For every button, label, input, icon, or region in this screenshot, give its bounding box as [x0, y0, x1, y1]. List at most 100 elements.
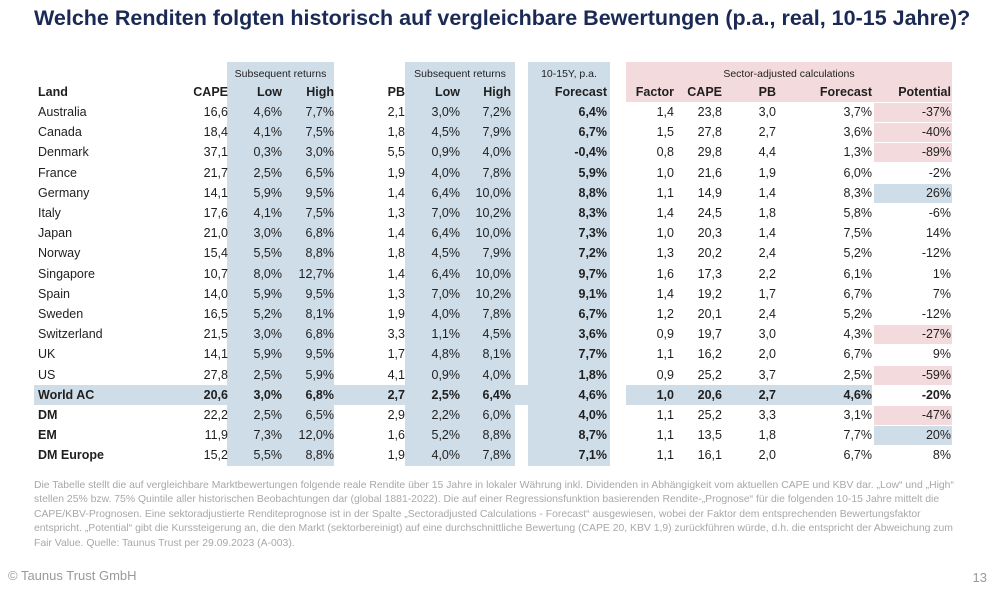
cell-cape: 14,0 — [203, 286, 228, 301]
cell-low2: 7,0% — [431, 206, 461, 220]
cell-pb: 3,3 — [387, 327, 405, 342]
cell-potential: 7% — [932, 286, 951, 301]
header-forecast: Forecast — [554, 85, 607, 99]
cell-forecast: 7,1% — [578, 448, 608, 463]
cell-potential: -47% — [921, 408, 951, 422]
cell-high2: 7,8% — [482, 307, 512, 321]
cell-cape2: 25,2 — [697, 367, 722, 382]
sector-adjusted-header-bg — [626, 62, 952, 102]
cell-low: 0,3% — [253, 145, 283, 160]
potential-highlight — [874, 325, 952, 345]
cell-forecast: 6,7% — [578, 307, 608, 321]
header-factor: Factor — [635, 85, 674, 99]
cell-high: 9,5% — [305, 185, 335, 200]
cell-low2: 0,9% — [431, 367, 461, 382]
cell-forecast: -0,4% — [574, 145, 607, 160]
cell-cape: 14,1 — [203, 185, 228, 200]
cell-pb: 1,3 — [387, 206, 405, 220]
cell-potential: 8% — [932, 448, 951, 463]
group-subsequent-returns-pb: Subsequent returns — [414, 68, 506, 80]
cell-low2: 2,5% — [431, 387, 461, 402]
cell-forecast: 9,7% — [578, 266, 608, 281]
cell-factor: 1,0 — [656, 387, 674, 402]
cell-high2: 10,2% — [475, 206, 511, 220]
cell-pb2: 2,4 — [758, 307, 776, 321]
cell-forecast2: 3,1% — [843, 408, 873, 422]
cell-cape2: 29,8 — [697, 145, 722, 160]
cell-pb2: 2,7 — [758, 387, 776, 402]
cell-low2: 6,4% — [431, 266, 461, 281]
cell-land: Switzerland — [38, 327, 103, 342]
header-low: Low — [257, 85, 282, 99]
cell-potential: -6% — [928, 206, 951, 220]
cell-forecast: 8,3% — [578, 206, 608, 220]
group-forecast-horizon: 10-15Y, p.a. — [541, 68, 597, 80]
cell-high2: 10,0% — [475, 185, 511, 200]
cell-cape2: 17,3 — [697, 266, 722, 281]
cell-high: 6,8% — [305, 327, 335, 342]
cell-land: US — [38, 367, 56, 382]
cell-factor: 1,4 — [656, 105, 674, 119]
cell-high: 5,9% — [305, 367, 335, 382]
cell-low: 7,3% — [253, 428, 283, 443]
cell-high: 6,8% — [305, 226, 335, 241]
header-land: Land — [38, 85, 68, 99]
cell-forecast2: 3,7% — [843, 105, 873, 119]
cell-potential: -59% — [921, 367, 951, 382]
cell-high2: 10,0% — [475, 226, 511, 241]
cell-pb: 1,4 — [387, 226, 405, 241]
cell-pb2: 2,2 — [758, 266, 776, 281]
copyright-footer: © Taunus Trust GmbH — [8, 568, 137, 583]
cell-forecast2: 4,3% — [843, 327, 873, 342]
cell-factor: 1,1 — [656, 185, 674, 200]
cell-cape2: 20,3 — [697, 226, 722, 241]
cell-potential: -27% — [921, 327, 951, 342]
cell-forecast2: 5,2% — [843, 246, 873, 261]
cell-forecast: 5,9% — [578, 165, 608, 180]
cell-high: 12,0% — [298, 428, 334, 443]
cell-cape: 17,6 — [203, 206, 228, 220]
cell-factor: 1,5 — [656, 125, 674, 140]
cell-pb: 5,5 — [387, 145, 405, 160]
cell-cape: 37,1 — [203, 145, 228, 160]
cell-cape2: 13,5 — [697, 428, 722, 443]
cell-low: 3,0% — [253, 226, 283, 241]
potential-highlight — [874, 183, 952, 203]
cell-pb: 1,4 — [387, 185, 405, 200]
cell-high2: 4,0% — [482, 145, 512, 160]
page-title: Welche Renditen folgten historisch auf v… — [34, 6, 971, 30]
cell-forecast: 7,2% — [578, 246, 608, 261]
cell-forecast: 9,1% — [578, 286, 608, 301]
cell-low2: 7,0% — [431, 286, 461, 301]
header-cape: CAPE — [193, 85, 228, 99]
cell-forecast: 4,0% — [578, 408, 608, 422]
cell-low2: 4,0% — [431, 448, 461, 463]
cell-cape: 14,1 — [203, 347, 228, 362]
cell-pb2: 1,8 — [758, 428, 776, 443]
potential-highlight — [874, 143, 952, 163]
cell-land: EM — [38, 428, 57, 443]
cell-cape: 20,6 — [203, 387, 228, 402]
world-ac-row-bg-right — [626, 385, 872, 405]
cell-low: 5,5% — [253, 246, 283, 261]
cell-cape: 22,2 — [203, 408, 228, 422]
header-pb: PB — [387, 85, 405, 99]
cell-cape: 15,2 — [203, 448, 228, 463]
cell-forecast: 6,4% — [578, 105, 608, 119]
cell-pb: 1,7 — [387, 347, 405, 362]
cell-cape2: 20,6 — [697, 387, 722, 402]
cell-potential: -12% — [921, 307, 951, 321]
cell-cape2: 23,8 — [697, 105, 722, 119]
cell-low2: 5,2% — [431, 428, 461, 443]
cell-potential: -2% — [928, 165, 951, 180]
cell-pb: 1,9 — [387, 307, 405, 321]
cell-pb2: 1,4 — [758, 185, 776, 200]
cell-cape2: 16,2 — [697, 347, 722, 362]
cell-forecast2: 7,7% — [843, 428, 873, 443]
cell-high2: 4,0% — [482, 367, 512, 382]
cell-high2: 6,4% — [482, 387, 512, 402]
cell-forecast2: 5,8% — [843, 206, 873, 220]
cell-low: 5,5% — [253, 448, 283, 463]
cell-cape2: 21,6 — [697, 165, 722, 180]
cell-potential: -37% — [921, 105, 951, 119]
